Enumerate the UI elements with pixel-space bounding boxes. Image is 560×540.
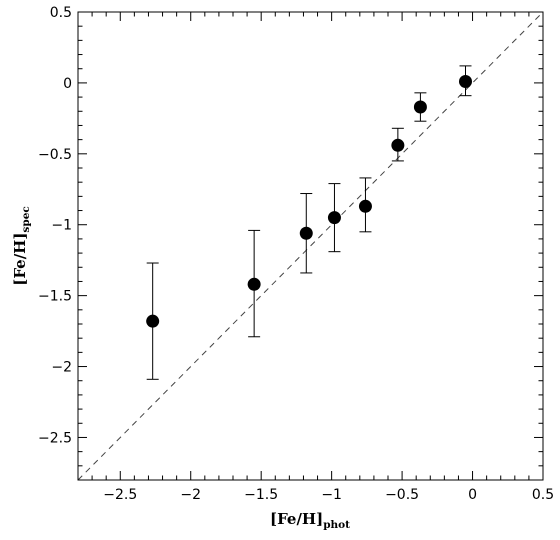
y-tick-label: −0.5 [38,147,72,163]
x-tick-label: −2 [180,487,201,503]
y-tick-label: −2.5 [38,430,72,446]
data-point-group [459,65,472,97]
data-point-group [391,127,405,162]
data-point [391,138,405,152]
x-tick-label: −1.5 [244,487,278,503]
y-tick-label: −1.5 [38,289,72,305]
data-point [459,74,472,88]
y-axis-title: [Fe/H]spec [11,206,32,286]
data-point-group [299,193,313,274]
x-tick-label: 0.5 [532,487,554,503]
data-point-group [413,92,427,122]
x-axis-title: [Fe/H]phot [270,510,350,531]
data-point-group [358,177,372,233]
y-tick-label: −1 [51,218,72,234]
y-tick-label: −2 [51,360,72,376]
y-tick-label: 0 [63,76,72,92]
y-axis-title-subscript: spec [20,206,32,232]
data-point-group [146,262,160,380]
data-point [299,226,313,240]
x-tick-label: −0.5 [385,487,419,503]
one-to-one-reference-line [77,11,544,481]
x-tick-label: −2.5 [103,487,137,503]
y-tick-label: 0.5 [50,5,72,21]
data-point [146,314,160,328]
data-point [327,211,341,225]
x-axis-title-subscript: phot [323,519,350,531]
data-point [247,277,261,291]
data-point [358,199,372,213]
x-tick-label: 0 [468,487,477,503]
data-point [413,100,427,114]
plot-frame [77,11,544,481]
x-tick-label: −1 [321,487,342,503]
data-point-group [327,183,341,253]
data-point-group [247,229,261,338]
